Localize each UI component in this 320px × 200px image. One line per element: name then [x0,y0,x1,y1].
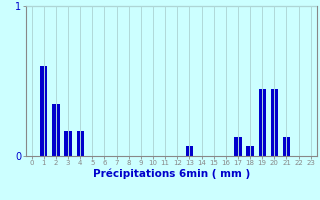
Bar [246,146,254,156]
Bar [234,137,242,156]
Bar [259,88,266,156]
Bar [52,104,60,156]
X-axis label: Précipitations 6min ( mm ): Précipitations 6min ( mm ) [92,169,250,179]
Bar [64,130,72,156]
Bar [186,146,193,156]
Bar [283,137,290,156]
Bar [271,88,278,156]
Bar [40,66,47,156]
Bar [76,130,84,156]
